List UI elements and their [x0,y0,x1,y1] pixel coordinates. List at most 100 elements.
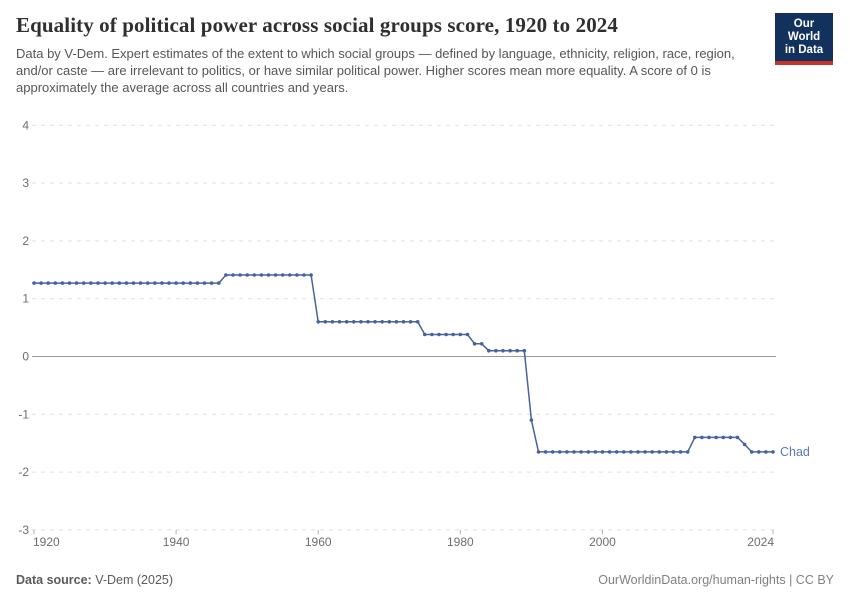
data-point[interactable] [501,348,505,353]
data-point[interactable] [643,450,647,454]
data-point[interactable] [352,320,356,324]
data-point[interactable] [202,281,207,285]
data-point[interactable] [700,435,704,440]
data-point[interactable] [273,273,278,277]
data-point[interactable] [167,281,171,285]
data-point[interactable] [387,320,392,324]
data-point[interactable] [188,281,193,285]
data-point[interactable] [53,281,58,285]
data-point[interactable] [465,332,470,337]
data-point[interactable] [46,281,50,285]
data-point[interactable] [479,342,484,346]
data-point[interactable] [614,450,619,454]
data-point[interactable] [302,273,306,277]
owid-logo[interactable]: Our World in Data [775,13,833,65]
data-point[interactable] [771,450,775,454]
data-point[interactable] [543,450,548,454]
data-point[interactable] [636,450,640,454]
data-point[interactable] [81,281,86,285]
data-point[interactable] [117,281,122,285]
data-point[interactable] [153,281,157,285]
data-point[interactable] [558,450,562,454]
data-point[interactable] [671,450,676,454]
data-point[interactable] [110,281,114,285]
data-point[interactable] [749,450,754,454]
data-point[interactable] [536,450,541,454]
trend-line[interactable] [34,274,773,453]
data-point[interactable] [607,450,612,454]
data-point[interactable] [487,348,491,353]
data-point[interactable] [231,273,235,277]
data-point[interactable] [650,450,654,454]
data-point[interactable] [366,320,370,324]
data-point[interactable] [693,435,697,440]
data-point[interactable] [408,320,413,324]
data-point[interactable] [664,450,669,454]
data-point[interactable] [728,435,733,440]
data-point[interactable] [600,450,605,454]
data-point[interactable] [145,281,150,285]
data-point[interactable] [586,450,591,454]
data-point[interactable] [380,320,385,324]
data-point[interactable] [89,281,93,285]
data-point[interactable] [266,273,271,277]
data-point[interactable] [32,281,36,285]
data-point[interactable] [174,281,178,285]
data-point[interactable] [131,281,136,285]
data-point[interactable] [238,273,242,277]
data-point[interactable] [550,450,555,454]
data-point[interactable] [742,442,747,447]
data-point[interactable] [494,348,498,353]
data-point[interactable] [735,435,740,440]
credit-link[interactable]: OurWorldinData.org/human-rights | CC BY [598,573,834,587]
data-point[interactable] [160,281,164,285]
data-point[interactable] [316,320,321,324]
data-point[interactable] [515,348,519,353]
data-point[interactable] [472,342,477,346]
data-point[interactable] [678,450,683,454]
data-point[interactable] [522,348,527,353]
data-point[interactable] [217,281,221,285]
data-point[interactable] [508,348,512,353]
data-point[interactable] [309,273,313,277]
data-point[interactable] [394,320,399,324]
data-point[interactable] [444,332,448,337]
data-point[interactable] [295,273,299,277]
data-point[interactable] [60,281,65,285]
data-point[interactable] [451,332,456,337]
data-point[interactable] [344,320,349,324]
data-point[interactable] [657,450,662,454]
data-point[interactable] [39,281,43,285]
data-point[interactable] [721,435,726,440]
data-point[interactable] [245,273,249,277]
data-point[interactable] [415,320,420,324]
data-point[interactable] [529,418,534,422]
data-point[interactable] [330,320,335,324]
data-point[interactable] [259,273,264,277]
data-point[interactable] [138,281,143,285]
data-point[interactable] [67,281,72,285]
data-point[interactable] [373,320,377,324]
data-point[interactable] [224,273,228,277]
data-point[interactable] [337,320,342,324]
data-point[interactable] [181,281,185,285]
data-point[interactable] [579,450,583,454]
data-point[interactable] [288,273,292,277]
data-point[interactable] [323,320,328,324]
data-point[interactable] [714,435,718,440]
data-point[interactable] [359,320,363,324]
data-point[interactable] [593,450,598,454]
data-point[interactable] [572,450,576,454]
data-point[interactable] [103,281,107,285]
data-point[interactable] [124,281,129,285]
data-point[interactable] [622,450,626,454]
data-point[interactable] [195,281,200,285]
data-point[interactable] [423,332,427,337]
data-point[interactable] [458,332,463,337]
data-point[interactable] [707,435,711,440]
data-point[interactable] [252,273,257,277]
data-point[interactable] [437,332,441,337]
data-point[interactable] [280,273,285,277]
data-point[interactable] [401,320,406,324]
